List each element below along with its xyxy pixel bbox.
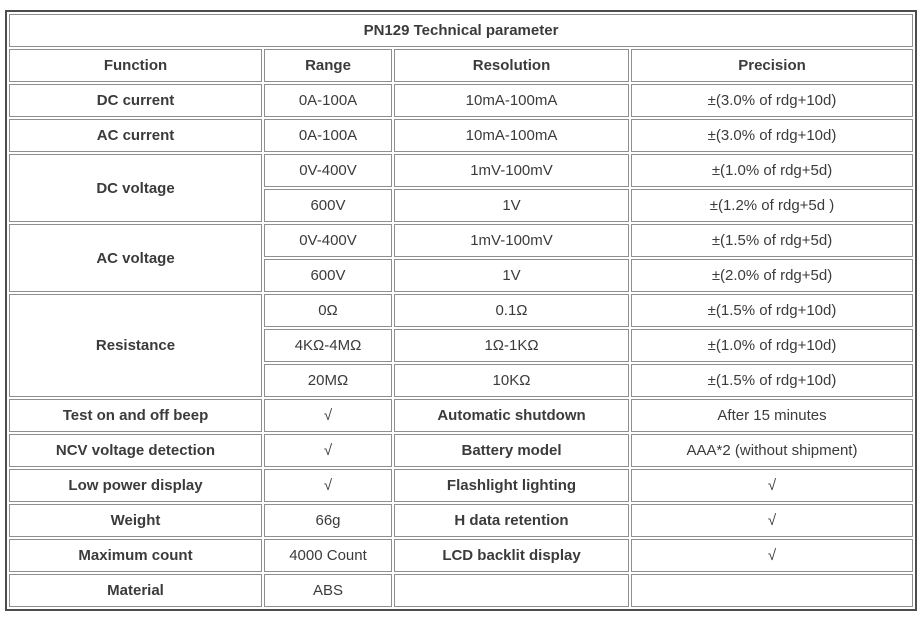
feature-label-beep: Test on and off beep: [9, 399, 262, 432]
weight-value: 66g: [264, 504, 392, 537]
empty-cell: [631, 574, 914, 607]
check-mark: √: [264, 434, 392, 467]
table-row: DC voltage 0V-400V 1mV-100mV ±(1.0% of r…: [9, 154, 914, 222]
dc-voltage-precision-cell: ±(1.2% of rdg+5d ): [631, 189, 914, 222]
table-row: Low power display √ Flashlight lighting …: [9, 469, 914, 502]
ac-voltage-range-cell: 600V: [264, 259, 392, 292]
dc-voltage-resolution-cell: 1mV-100mV: [394, 154, 629, 187]
feature-label-auto-shutdown: Automatic shutdown: [394, 399, 629, 432]
dc-voltage-range-cell: 0V-400V: [264, 154, 392, 187]
table-row: 4KΩ-4MΩ 1Ω-1KΩ ±(1.0% of rdg+10d): [9, 329, 914, 362]
resistance-range-cell: 4KΩ-4MΩ: [264, 329, 392, 362]
feature-label-material: Material: [9, 574, 262, 607]
ac-current-resolution-cell: 10mA-100mA: [394, 119, 629, 152]
header-function: Function: [9, 49, 262, 82]
check-mark: √: [631, 504, 914, 537]
table-row: Function Range Resolution Precision: [9, 49, 914, 82]
table-row: NCV voltage detection √ Battery model AA…: [9, 434, 914, 467]
resistance-function-cell: Resistance: [9, 294, 262, 397]
resistance-precision-cell: ±(1.0% of rdg+10d): [631, 329, 914, 362]
table-row: Weight 66g H data retention √: [9, 504, 914, 537]
check-mark: √: [264, 469, 392, 502]
table-row: 20MΩ 10KΩ ±(1.5% of rdg+10d): [9, 364, 914, 397]
resistance-precision-cell: ±(1.5% of rdg+10d): [631, 364, 914, 397]
dc-voltage-range-cell: 600V: [264, 189, 392, 222]
feature-label-lcd-backlit: LCD backlit display: [394, 539, 629, 572]
table-row: Test on and off beep √ Automatic shutdow…: [9, 399, 914, 432]
table-row: Material ABS: [9, 574, 914, 607]
technical-parameter-table: PN129 Technical parameter Function Range…: [5, 10, 918, 611]
feature-label-flashlight: Flashlight lighting: [394, 469, 629, 502]
resistance-precision-cell: ±(1.5% of rdg+10d): [631, 294, 914, 327]
header-precision: Precision: [631, 49, 914, 82]
feature-label-weight: Weight: [9, 504, 262, 537]
table-row: 600V 1V ±(2.0% of rdg+5d): [9, 259, 914, 292]
ac-voltage-function-cell: AC voltage: [9, 224, 262, 292]
dc-current-range-cell: 0A-100A: [264, 84, 392, 117]
table-title: PN129 Technical parameter: [9, 14, 914, 47]
header-resolution: Resolution: [394, 49, 629, 82]
feature-label-maximum-count: Maximum count: [9, 539, 262, 572]
ac-current-precision-cell: ±(3.0% of rdg+10d): [631, 119, 914, 152]
dc-voltage-resolution-cell: 1V: [394, 189, 629, 222]
table-row: AC voltage 0V-400V 1mV-100mV ±(1.5% of r…: [9, 224, 914, 292]
resistance-range-cell: 20MΩ: [264, 364, 392, 397]
check-mark: √: [631, 469, 914, 502]
table-row: 600V 1V ±(1.2% of rdg+5d ): [9, 189, 914, 222]
header-range: Range: [264, 49, 392, 82]
resistance-resolution-cell: 1Ω-1KΩ: [394, 329, 629, 362]
ac-voltage-range-cell: 0V-400V: [264, 224, 392, 257]
maximum-count-value: 4000 Count: [264, 539, 392, 572]
dc-voltage-function-cell: DC voltage: [9, 154, 262, 222]
empty-cell: [394, 574, 629, 607]
table-row: DC current 0A-100A 10mA-100mA ±(3.0% of …: [9, 84, 914, 117]
table-row: Resistance 0Ω 0.1Ω ±(1.5% of rdg+10d): [9, 294, 914, 397]
resistance-range-cell: 0Ω: [264, 294, 392, 327]
ac-voltage-resolution-cell: 1mV-100mV: [394, 224, 629, 257]
feature-label-battery-model: Battery model: [394, 434, 629, 467]
ac-voltage-resolution-cell: 1V: [394, 259, 629, 292]
material-value: ABS: [264, 574, 392, 607]
battery-model-value: AAA*2 (without shipment): [631, 434, 914, 467]
ac-current-range-cell: 0A-100A: [264, 119, 392, 152]
dc-current-function-cell: DC current: [9, 84, 262, 117]
resistance-resolution-cell: 10KΩ: [394, 364, 629, 397]
dc-voltage-precision-cell: ±(1.0% of rdg+5d): [631, 154, 914, 187]
feature-label-low-power: Low power display: [9, 469, 262, 502]
dc-current-resolution-cell: 10mA-100mA: [394, 84, 629, 117]
feature-label-ncv: NCV voltage detection: [9, 434, 262, 467]
ac-voltage-precision-cell: ±(2.0% of rdg+5d): [631, 259, 914, 292]
check-mark: √: [264, 399, 392, 432]
resistance-resolution-cell: 0.1Ω: [394, 294, 629, 327]
check-mark: √: [631, 539, 914, 572]
table-row: Maximum count 4000 Count LCD backlit dis…: [9, 539, 914, 572]
dc-current-precision-cell: ±(3.0% of rdg+10d): [631, 84, 914, 117]
feature-label-h-data-retention: H data retention: [394, 504, 629, 537]
ac-current-function-cell: AC current: [9, 119, 262, 152]
table-row: PN129 Technical parameter: [9, 14, 914, 47]
auto-shutdown-value: After 15 minutes: [631, 399, 914, 432]
table-row: AC current 0A-100A 10mA-100mA ±(3.0% of …: [9, 119, 914, 152]
ac-voltage-precision-cell: ±(1.5% of rdg+5d): [631, 224, 914, 257]
